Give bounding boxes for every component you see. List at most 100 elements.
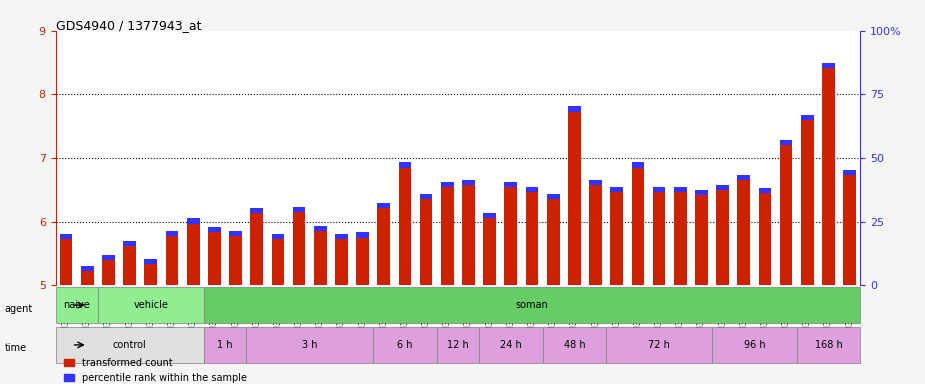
FancyBboxPatch shape	[606, 327, 712, 363]
Bar	[377, 208, 390, 285]
Text: agent: agent	[5, 304, 33, 314]
Bar	[399, 167, 412, 285]
Bar	[420, 199, 433, 285]
FancyBboxPatch shape	[204, 287, 860, 323]
Bar	[547, 194, 560, 199]
Bar	[780, 145, 793, 285]
Bar	[716, 185, 729, 190]
Bar	[610, 187, 623, 192]
Bar	[251, 214, 263, 285]
Bar	[462, 185, 475, 285]
FancyBboxPatch shape	[543, 327, 606, 363]
Bar	[695, 195, 708, 285]
Text: 6 h: 6 h	[397, 340, 413, 350]
FancyBboxPatch shape	[56, 287, 98, 323]
Bar	[780, 140, 793, 145]
FancyBboxPatch shape	[796, 327, 860, 363]
Bar	[547, 199, 560, 285]
Bar	[187, 223, 200, 285]
Bar	[187, 218, 200, 223]
Bar	[102, 255, 115, 260]
Bar	[166, 231, 179, 236]
Bar	[123, 246, 136, 285]
Bar	[525, 187, 538, 192]
Bar	[292, 212, 305, 285]
Bar	[737, 180, 750, 285]
Text: GDS4940 / 1377943_at: GDS4940 / 1377943_at	[56, 19, 201, 32]
Bar	[716, 190, 729, 285]
Bar	[377, 202, 390, 208]
Text: time: time	[5, 343, 27, 353]
Bar	[251, 208, 263, 214]
FancyBboxPatch shape	[204, 327, 246, 363]
FancyBboxPatch shape	[373, 327, 437, 363]
FancyBboxPatch shape	[479, 327, 543, 363]
Bar	[420, 194, 433, 199]
Bar	[844, 170, 856, 175]
Bar	[504, 182, 517, 187]
Bar	[737, 175, 750, 180]
Bar	[335, 240, 348, 285]
Text: control: control	[113, 340, 146, 350]
Bar	[166, 236, 179, 285]
Bar	[844, 175, 856, 285]
Bar	[610, 192, 623, 285]
Bar	[674, 187, 686, 192]
Text: 96 h: 96 h	[744, 340, 765, 350]
Bar	[80, 271, 93, 285]
Bar	[314, 231, 327, 285]
Text: soman: soman	[515, 300, 549, 310]
Bar	[229, 230, 241, 236]
Bar	[801, 120, 814, 285]
Bar	[123, 241, 136, 246]
Bar	[504, 187, 517, 285]
FancyBboxPatch shape	[437, 327, 479, 363]
Text: naive: naive	[63, 300, 90, 310]
Legend: transformed count, percentile rank within the sample: transformed count, percentile rank withi…	[60, 354, 251, 384]
Bar	[483, 218, 496, 285]
Bar	[208, 227, 221, 232]
Text: 24 h: 24 h	[500, 340, 522, 350]
Bar	[822, 63, 835, 68]
Bar	[801, 115, 814, 120]
Bar	[632, 162, 644, 167]
Text: 3 h: 3 h	[302, 340, 317, 350]
Bar	[60, 240, 72, 285]
Bar	[356, 238, 369, 285]
Bar	[632, 167, 644, 285]
Bar	[229, 236, 241, 285]
Bar	[822, 68, 835, 285]
Bar	[589, 180, 602, 185]
Text: 1 h: 1 h	[217, 340, 233, 350]
Bar	[356, 232, 369, 238]
Bar	[674, 192, 686, 285]
FancyBboxPatch shape	[98, 287, 204, 323]
Bar	[568, 111, 581, 285]
Bar	[144, 259, 157, 264]
Bar	[653, 187, 665, 192]
Text: 48 h: 48 h	[563, 340, 586, 350]
Bar	[60, 234, 72, 240]
Bar	[758, 193, 771, 285]
Bar	[653, 192, 665, 285]
Text: vehicle: vehicle	[133, 300, 168, 310]
Bar	[80, 266, 93, 271]
Bar	[102, 260, 115, 285]
Bar	[272, 240, 284, 285]
Bar	[758, 188, 771, 193]
Bar	[568, 106, 581, 111]
Bar	[441, 182, 453, 187]
Text: 12 h: 12 h	[447, 340, 469, 350]
FancyBboxPatch shape	[712, 327, 796, 363]
Text: 168 h: 168 h	[815, 340, 843, 350]
Bar	[589, 185, 602, 285]
Text: 72 h: 72 h	[648, 340, 670, 350]
Bar	[695, 190, 708, 195]
Bar	[292, 207, 305, 212]
Bar	[144, 264, 157, 285]
FancyBboxPatch shape	[246, 327, 373, 363]
Bar	[462, 180, 475, 185]
Bar	[525, 192, 538, 285]
Bar	[208, 232, 221, 285]
Bar	[272, 234, 284, 240]
